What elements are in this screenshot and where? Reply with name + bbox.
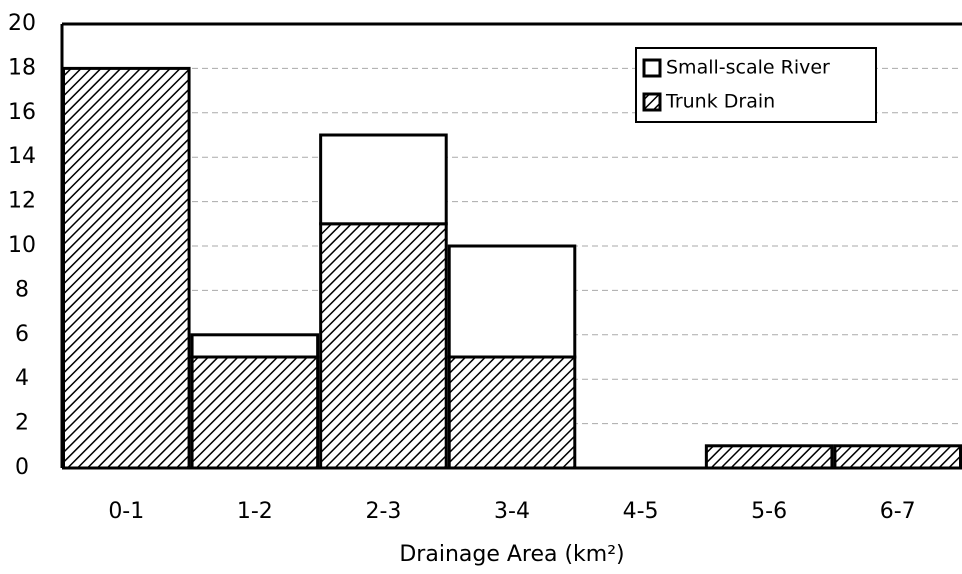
- y-tick-label: 14: [8, 144, 36, 169]
- legend-swatch: [642, 58, 662, 78]
- y-tick-label: 0: [15, 455, 29, 480]
- x-tick-label: 0-1: [108, 499, 144, 524]
- x-tick-label: 3-4: [494, 499, 530, 524]
- bar-segment: [190, 333, 320, 359]
- bar-segment: [62, 66, 191, 470]
- bar-segment: [833, 444, 962, 470]
- y-tick-label: 8: [15, 277, 29, 302]
- x-axis-title: Drainage Area (km²): [399, 542, 624, 567]
- bar-segment: [447, 244, 577, 359]
- legend-swatch: [642, 92, 662, 112]
- x-tick-label: 1-2: [237, 499, 273, 524]
- bar-segment: [190, 355, 320, 470]
- bar-segment: [704, 444, 834, 470]
- y-tick-label: 2: [15, 411, 29, 436]
- x-tick-label: 5-6: [751, 499, 787, 524]
- y-tick-label: 16: [8, 100, 36, 125]
- bar-segment: [447, 355, 577, 470]
- y-tick-label: 20: [8, 11, 36, 36]
- legend-label: Small-scale River: [666, 57, 830, 79]
- y-tick-label: 18: [8, 55, 36, 80]
- legend-box: [635, 47, 877, 123]
- x-tick-label: 6-7: [880, 499, 916, 524]
- y-tick-label: 6: [15, 322, 29, 347]
- y-tick-label: 12: [8, 189, 36, 214]
- y-tick-label: 10: [8, 233, 36, 258]
- x-tick-label: 2-3: [365, 499, 401, 524]
- y-tick-label: 4: [15, 366, 29, 391]
- x-tick-label: 4-5: [623, 499, 659, 524]
- bar-segment: [319, 133, 448, 226]
- legend-label: Trunk Drain: [665, 91, 775, 113]
- bar-segment: [319, 222, 448, 470]
